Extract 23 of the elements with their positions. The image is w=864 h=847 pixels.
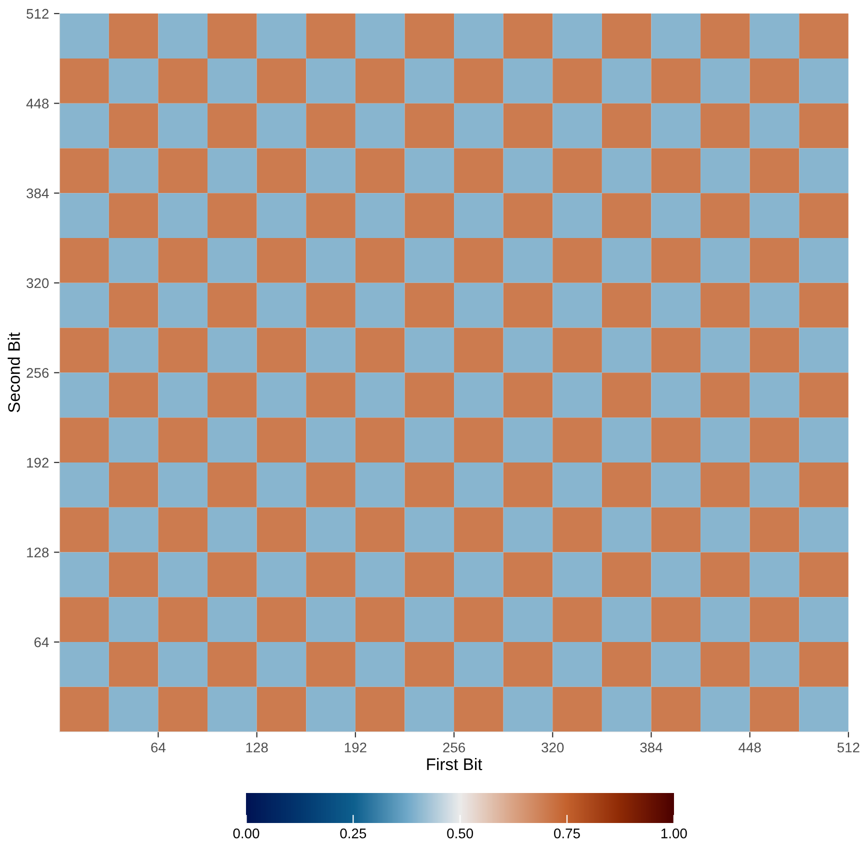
y-tick-label: 320	[26, 278, 49, 288]
color-bar-label: 1.00	[661, 828, 687, 838]
y-tick-label: 448	[26, 98, 49, 109]
x-tick-label: 320	[542, 742, 564, 752]
x-tick-label: 384	[640, 742, 662, 752]
color-bar-label: 0.50	[447, 828, 474, 838]
x-tick-label: 512	[837, 742, 860, 752]
y-tick-label: 512	[26, 8, 49, 19]
color-bar-label: 0.75	[554, 828, 580, 838]
color-bar-label: 0.00	[233, 828, 260, 838]
y-tick-label: 128	[27, 548, 49, 558]
x-tick-label: 256	[443, 742, 466, 752]
y-tick-label: 384	[26, 188, 49, 198]
x-tick-label: 64	[151, 742, 166, 752]
y-tick-label: 192	[27, 458, 49, 468]
x-tick-label: 192	[344, 742, 366, 752]
x-tick-label: 448	[738, 742, 761, 752]
x-axis-title: First Bit	[427, 758, 482, 770]
y-tick-label: 256	[26, 368, 49, 378]
color-bar-label: 0.25	[340, 828, 366, 838]
y-tick-label: 64	[34, 637, 49, 648]
y-axis-title: Second Bit	[8, 332, 20, 412]
x-tick-label: 128	[246, 742, 268, 752]
